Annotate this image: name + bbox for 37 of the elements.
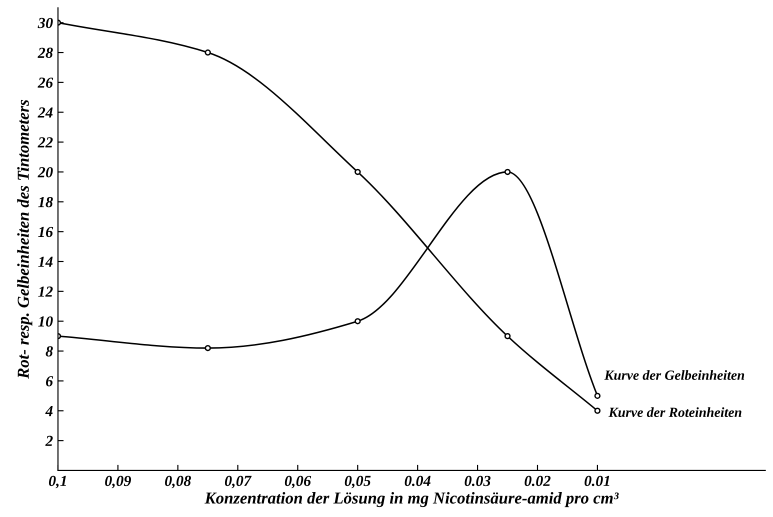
- y-tick-label: 8: [46, 346, 53, 357]
- x-tick-label: 0.04: [404, 476, 431, 486]
- y-tick-label: 26: [38, 78, 54, 88]
- y-tick-label: 2: [45, 436, 53, 446]
- x-tick-label: 0,06: [284, 476, 312, 488]
- x-tick-label: 0,1: [48, 476, 66, 488]
- y-tick-label: 22: [38, 137, 53, 148]
- x-tick-label: 0,05: [344, 476, 371, 488]
- x-axis-title: Konzentration der Lösung in mg Nicotinsäure-amid pro cm³: [204, 492, 619, 508]
- y-tick-label: 18: [38, 196, 53, 208]
- y-tick-label: 6: [46, 376, 54, 386]
- y-tick-label: 16: [38, 226, 54, 238]
- series-label: Kurve der Gelbeinheiten: [604, 370, 744, 380]
- y-tick-label: 4: [45, 406, 53, 416]
- point: [204, 49, 211, 56]
- point: [354, 168, 361, 176]
- x-tick-label: 0.03: [464, 476, 491, 486]
- x-tick-label: 0.02: [524, 476, 551, 486]
- point: [354, 318, 361, 324]
- y-tick-label: 10: [38, 316, 53, 327]
- point: [204, 344, 211, 352]
- point: [504, 333, 511, 340]
- y-tick-label: 20: [38, 167, 53, 178]
- y-tick-label: 30: [38, 18, 53, 28]
- y-tick-label: 28: [38, 48, 53, 58]
- point: [504, 168, 511, 176]
- y-tick-label: 12: [38, 286, 53, 297]
- x-tick-label: 0.01: [584, 476, 610, 486]
- point: [594, 392, 601, 399]
- y-tick-label: 14: [38, 256, 53, 267]
- x-tick-label: 0,07: [224, 476, 252, 488]
- series-label: Kurve der Roteinheiten: [608, 407, 742, 418]
- point: [594, 408, 601, 414]
- y-tick-label: 24: [38, 107, 53, 118]
- y-axis-title: Rot- resp. Gelbeinheiten des Tintometers: [17, 100, 32, 379]
- x-tick-label: 0,09: [105, 476, 132, 488]
- x-tick-label: 0,08: [165, 476, 191, 488]
